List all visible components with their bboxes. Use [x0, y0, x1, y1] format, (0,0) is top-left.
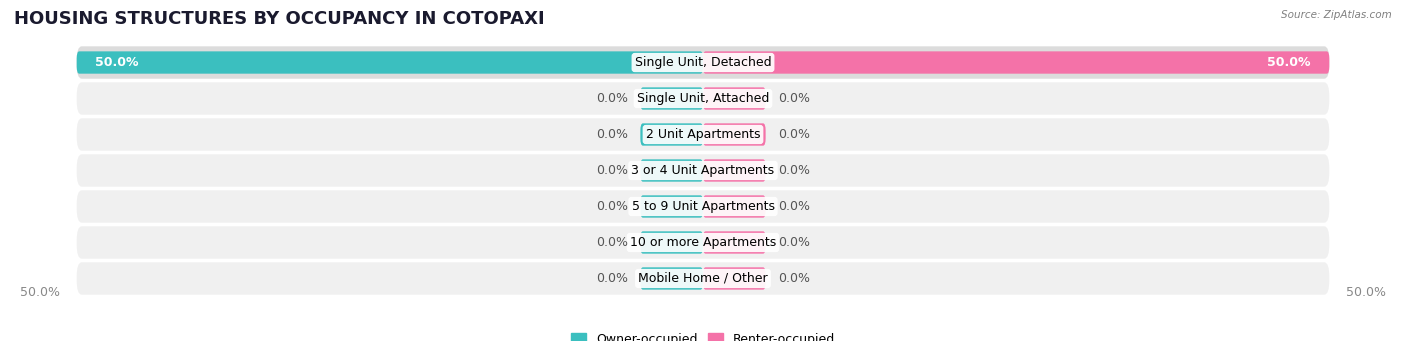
- FancyBboxPatch shape: [640, 231, 703, 254]
- FancyBboxPatch shape: [77, 51, 703, 74]
- Text: HOUSING STRUCTURES BY OCCUPANCY IN COTOPAXI: HOUSING STRUCTURES BY OCCUPANCY IN COTOP…: [14, 10, 544, 28]
- Legend: Owner-occupied, Renter-occupied: Owner-occupied, Renter-occupied: [567, 328, 839, 341]
- Text: 0.0%: 0.0%: [596, 128, 628, 141]
- FancyBboxPatch shape: [640, 267, 703, 290]
- Text: 5 to 9 Unit Apartments: 5 to 9 Unit Apartments: [631, 200, 775, 213]
- Text: 2 Unit Apartments: 2 Unit Apartments: [645, 128, 761, 141]
- Text: 0.0%: 0.0%: [596, 164, 628, 177]
- Text: 50.0%: 50.0%: [1267, 56, 1310, 69]
- Text: 0.0%: 0.0%: [596, 200, 628, 213]
- FancyBboxPatch shape: [703, 159, 766, 182]
- FancyBboxPatch shape: [703, 195, 766, 218]
- Text: 0.0%: 0.0%: [596, 236, 628, 249]
- Text: 0.0%: 0.0%: [778, 236, 810, 249]
- FancyBboxPatch shape: [77, 46, 1329, 79]
- Text: 0.0%: 0.0%: [778, 92, 810, 105]
- Text: Single Unit, Detached: Single Unit, Detached: [634, 56, 772, 69]
- FancyBboxPatch shape: [640, 87, 703, 110]
- Text: 0.0%: 0.0%: [596, 92, 628, 105]
- Text: 50.0%: 50.0%: [20, 286, 60, 299]
- FancyBboxPatch shape: [77, 190, 1329, 223]
- Text: 50.0%: 50.0%: [1346, 286, 1386, 299]
- FancyBboxPatch shape: [77, 154, 1329, 187]
- FancyBboxPatch shape: [703, 51, 1329, 74]
- Text: 0.0%: 0.0%: [596, 272, 628, 285]
- FancyBboxPatch shape: [77, 262, 1329, 295]
- FancyBboxPatch shape: [703, 87, 766, 110]
- FancyBboxPatch shape: [77, 226, 1329, 259]
- Text: 50.0%: 50.0%: [96, 56, 139, 69]
- Text: Source: ZipAtlas.com: Source: ZipAtlas.com: [1281, 10, 1392, 20]
- FancyBboxPatch shape: [77, 82, 1329, 115]
- Text: 0.0%: 0.0%: [778, 128, 810, 141]
- FancyBboxPatch shape: [640, 123, 703, 146]
- Text: 0.0%: 0.0%: [778, 200, 810, 213]
- FancyBboxPatch shape: [640, 195, 703, 218]
- Text: Single Unit, Attached: Single Unit, Attached: [637, 92, 769, 105]
- Text: 10 or more Apartments: 10 or more Apartments: [630, 236, 776, 249]
- FancyBboxPatch shape: [703, 267, 766, 290]
- Text: 0.0%: 0.0%: [778, 164, 810, 177]
- Text: 3 or 4 Unit Apartments: 3 or 4 Unit Apartments: [631, 164, 775, 177]
- Text: 0.0%: 0.0%: [778, 272, 810, 285]
- FancyBboxPatch shape: [703, 231, 766, 254]
- FancyBboxPatch shape: [703, 123, 766, 146]
- Text: Mobile Home / Other: Mobile Home / Other: [638, 272, 768, 285]
- FancyBboxPatch shape: [640, 159, 703, 182]
- FancyBboxPatch shape: [77, 118, 1329, 151]
